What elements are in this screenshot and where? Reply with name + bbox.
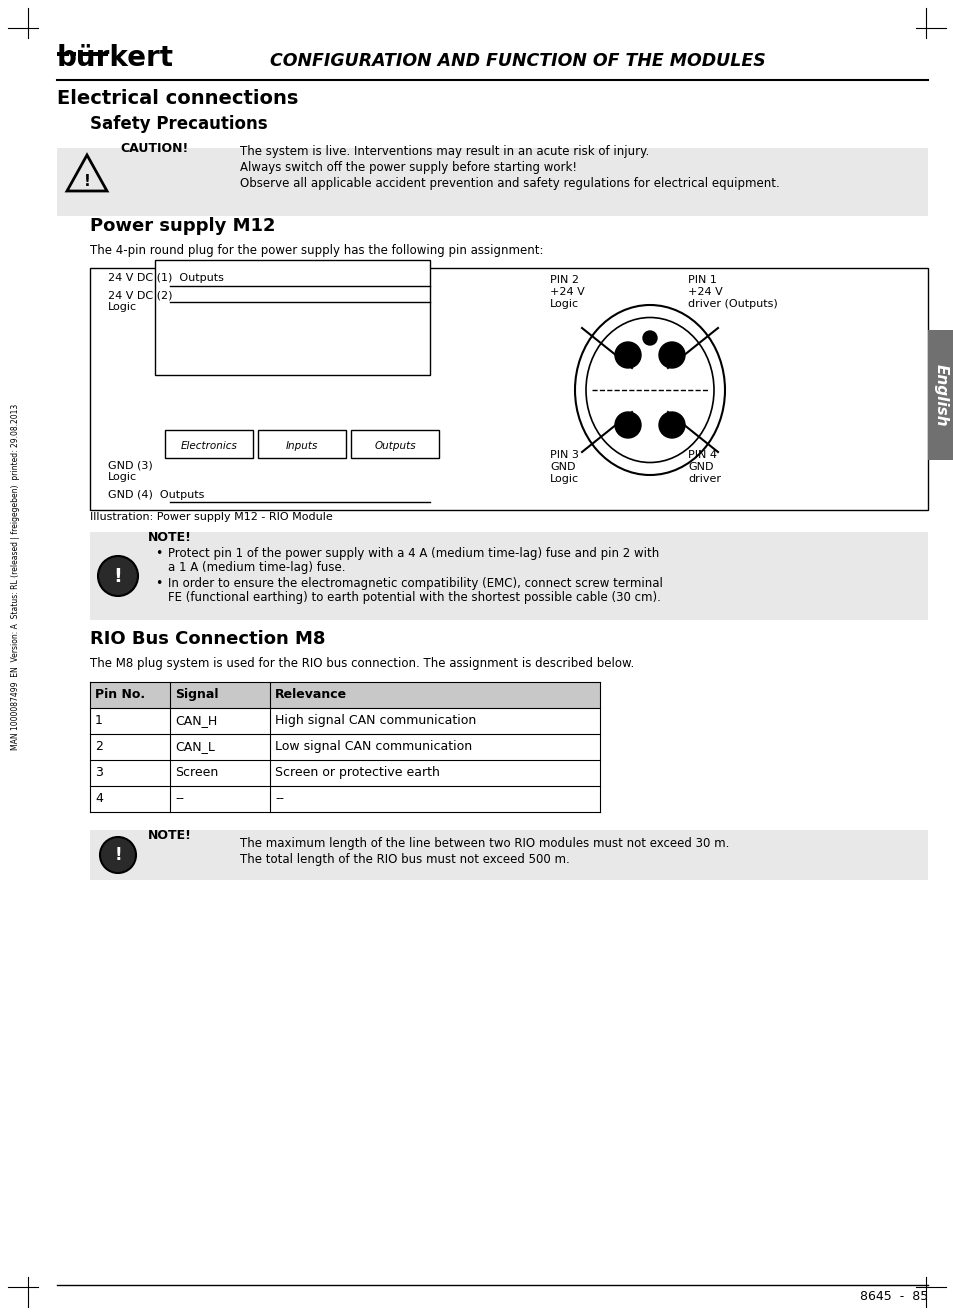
Text: CAN_H: CAN_H — [174, 714, 217, 727]
Text: Relevance: Relevance — [274, 688, 347, 701]
Bar — [90, 682, 599, 707]
Text: PIN 2: PIN 2 — [550, 275, 578, 285]
Text: CAUTION!: CAUTION! — [120, 142, 188, 155]
Bar — [64, 53, 69, 57]
Bar — [90, 533, 927, 619]
Text: Electronics: Electronics — [180, 441, 237, 451]
Text: Screen or protective earth: Screen or protective earth — [274, 767, 439, 778]
Text: !: ! — [84, 174, 91, 188]
Text: Screen: Screen — [174, 767, 218, 778]
Bar — [165, 430, 253, 458]
Text: Low signal CAN communication: Low signal CAN communication — [274, 740, 472, 753]
Bar — [90, 786, 599, 811]
Text: •: • — [154, 547, 162, 560]
Text: Safety Precautions: Safety Precautions — [90, 114, 268, 133]
Text: 3: 3 — [95, 767, 103, 778]
Bar — [78, 53, 108, 57]
Text: driver (Outputs): driver (Outputs) — [687, 299, 777, 309]
Text: CONFIGURATION AND FUNCTION OF THE MODULES: CONFIGURATION AND FUNCTION OF THE MODULE… — [270, 53, 765, 70]
Bar — [57, 53, 62, 57]
Text: Inputs: Inputs — [286, 441, 318, 451]
Bar — [90, 830, 927, 880]
Text: 4: 4 — [95, 792, 103, 805]
Text: The 4-pin round plug for the power supply has the following pin assignment:: The 4-pin round plug for the power suppl… — [90, 245, 543, 256]
Text: Always switch off the power supply before starting work!: Always switch off the power supply befor… — [240, 160, 577, 174]
Bar — [154, 260, 430, 375]
Text: MAN 1000087499  EN  Version: A  Status: RL (released | freigegeben)  printed: 29: MAN 1000087499 EN Version: A Status: RL … — [11, 404, 20, 750]
Text: The system is live. Interventions may result in an acute risk of injury.: The system is live. Interventions may re… — [240, 145, 649, 158]
Text: The maximum length of the line between two RIO modules must not exceed 30 m.: The maximum length of the line between t… — [240, 838, 729, 849]
Text: NOTE!: NOTE! — [148, 531, 192, 544]
Text: PIN 3: PIN 3 — [550, 450, 578, 460]
Text: The total length of the RIO bus must not exceed 500 m.: The total length of the RIO bus must not… — [240, 853, 569, 867]
Text: --: -- — [174, 792, 184, 805]
Bar — [927, 330, 953, 460]
Text: !: ! — [113, 567, 122, 585]
Circle shape — [98, 556, 138, 596]
Text: a 1 A (medium time-lag) fuse.: a 1 A (medium time-lag) fuse. — [168, 562, 345, 575]
Text: 2: 2 — [95, 740, 103, 753]
Text: Observe all applicable accident prevention and safety regulations for electrical: Observe all applicable accident preventi… — [240, 178, 779, 189]
Text: !: ! — [114, 846, 122, 864]
Bar — [257, 430, 346, 458]
Text: RIO Bus Connection M8: RIO Bus Connection M8 — [90, 630, 325, 648]
Circle shape — [100, 838, 136, 873]
Text: FE (functional earthing) to earth potential with the shortest possible cable (30: FE (functional earthing) to earth potent… — [168, 590, 660, 604]
Circle shape — [642, 331, 657, 345]
Bar — [90, 268, 927, 510]
Text: Protect pin 1 of the power supply with a 4 A (medium time-lag) fuse and pin 2 wi: Protect pin 1 of the power supply with a… — [168, 547, 659, 560]
Text: Logic: Logic — [108, 302, 137, 312]
Circle shape — [659, 342, 684, 368]
Text: Logic: Logic — [108, 472, 137, 483]
Text: GND: GND — [550, 462, 575, 472]
Bar — [351, 430, 438, 458]
Bar — [90, 760, 599, 786]
Text: Illustration: Power supply M12 - RIO Module: Illustration: Power supply M12 - RIO Mod… — [90, 512, 333, 522]
Text: Logic: Logic — [550, 473, 578, 484]
Text: English: English — [933, 364, 947, 426]
Bar — [90, 734, 599, 760]
Ellipse shape — [585, 317, 713, 463]
Circle shape — [615, 342, 640, 368]
Text: driver: driver — [687, 473, 720, 484]
Text: Power supply M12: Power supply M12 — [90, 217, 275, 235]
Text: GND (4)  Outputs: GND (4) Outputs — [108, 490, 204, 500]
Text: •: • — [154, 577, 162, 590]
Bar — [57, 149, 927, 216]
Text: NOTE!: NOTE! — [148, 828, 192, 842]
Text: PIN 4: PIN 4 — [687, 450, 717, 460]
Text: +24 V: +24 V — [550, 287, 584, 297]
Circle shape — [615, 412, 640, 438]
Text: In order to ensure the electromagnetic compatibility (EMC), connect screw termin: In order to ensure the electromagnetic c… — [168, 577, 662, 590]
Text: bürkert: bürkert — [57, 43, 173, 72]
Text: 8645  -  85: 8645 - 85 — [859, 1290, 927, 1303]
Text: PIN 1: PIN 1 — [687, 275, 716, 285]
Text: --: -- — [274, 792, 284, 805]
Text: GND (3): GND (3) — [108, 460, 152, 469]
Text: Electrical connections: Electrical connections — [57, 89, 298, 108]
Text: CAN_L: CAN_L — [174, 740, 214, 753]
Text: 24 V DC (1)  Outputs: 24 V DC (1) Outputs — [108, 274, 224, 283]
Text: GND: GND — [687, 462, 713, 472]
Bar — [90, 707, 599, 734]
Text: 1: 1 — [95, 714, 103, 727]
Text: Logic: Logic — [550, 299, 578, 309]
Text: Signal: Signal — [174, 688, 218, 701]
Circle shape — [659, 412, 684, 438]
Text: High signal CAN communication: High signal CAN communication — [274, 714, 476, 727]
Ellipse shape — [575, 305, 724, 475]
Text: +24 V: +24 V — [687, 287, 722, 297]
Text: Outputs: Outputs — [374, 441, 416, 451]
Text: Pin No.: Pin No. — [95, 688, 145, 701]
Bar — [71, 53, 76, 57]
Text: The M8 plug system is used for the RIO bus connection. The assignment is describ: The M8 plug system is used for the RIO b… — [90, 658, 634, 671]
Text: 24 V DC (2): 24 V DC (2) — [108, 291, 172, 300]
